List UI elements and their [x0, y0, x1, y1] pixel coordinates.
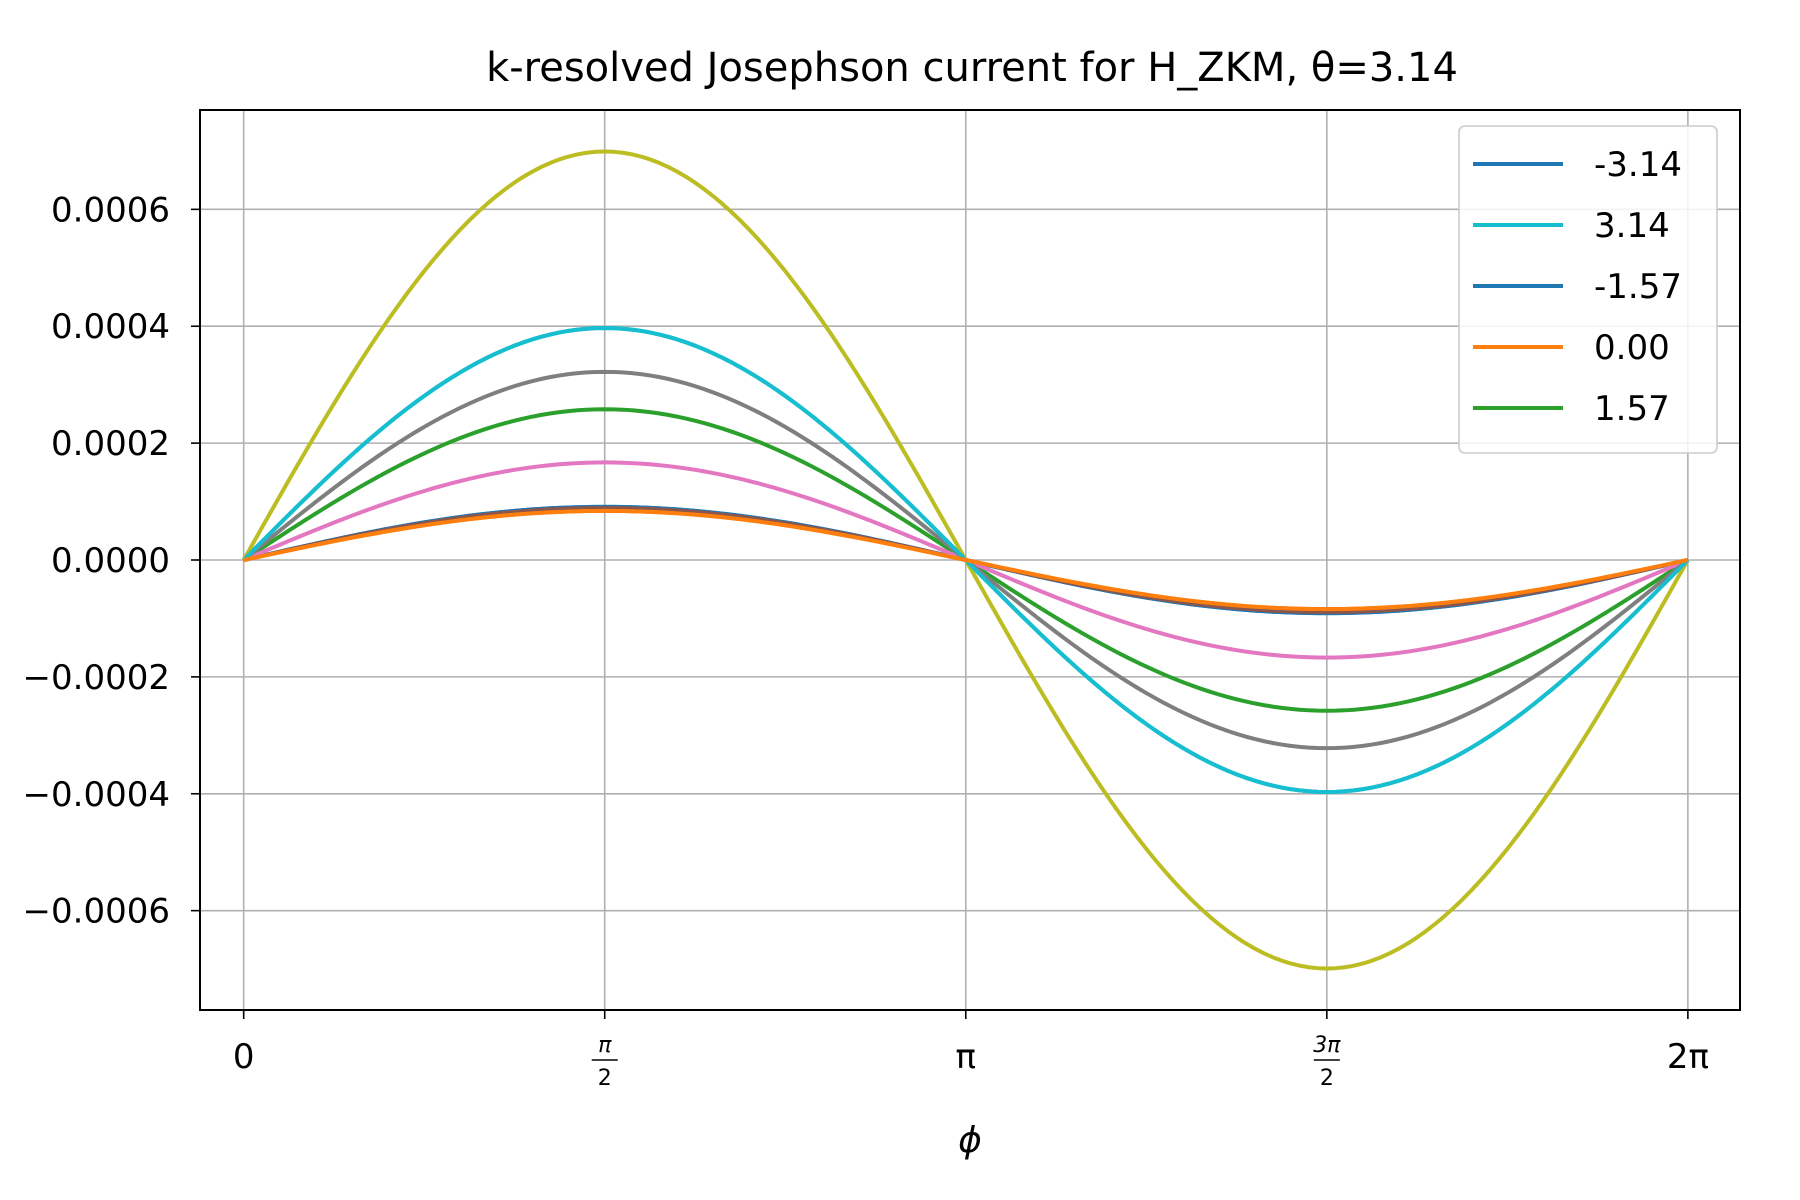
- legend-label: 1.57: [1594, 389, 1670, 429]
- legend-label: 0.00: [1594, 328, 1670, 368]
- legend-label: -1.57: [1594, 267, 1682, 307]
- y-tick-label: 0.0002: [51, 424, 170, 464]
- series-line: [243, 508, 1689, 612]
- y-axis: 0.0006 0.0004 0.0002 0.0000 −0.0002 −0.0004 −0…: [23, 190, 200, 932]
- x-tick-label-denominator: 2: [1320, 1066, 1334, 1091]
- x-tick-label-numerator: π: [598, 1033, 612, 1058]
- x-tick-label-denominator: 2: [598, 1066, 612, 1091]
- y-tick-label: 0.0006: [51, 190, 170, 230]
- x-tick-label: 0: [233, 1037, 255, 1077]
- legend-box: [1458, 125, 1718, 454]
- y-tick-label: 0.0000: [51, 541, 170, 581]
- chart-title: k-resolved Josephson current for H_ZKM, …: [486, 45, 1458, 91]
- legend-label: 3.14: [1594, 206, 1670, 246]
- legend-label: -3.14: [1594, 145, 1682, 185]
- legend: -3.14 3.14 -1.57 0.00 1.57: [1458, 125, 1718, 454]
- y-tick-label: 0.0004: [51, 307, 170, 347]
- x-tick-label: π: [956, 1037, 976, 1077]
- y-tick-label: −0.0004: [23, 775, 170, 815]
- series-layer: [241, 149, 1690, 971]
- x-tick-label-numerator: 3π: [1313, 1033, 1341, 1058]
- x-axis-label: ϕ: [958, 1120, 982, 1161]
- x-tick-label: 2π: [1667, 1037, 1709, 1077]
- y-tick-label: −0.0002: [23, 658, 170, 698]
- y-tick-label: −0.0006: [23, 892, 170, 932]
